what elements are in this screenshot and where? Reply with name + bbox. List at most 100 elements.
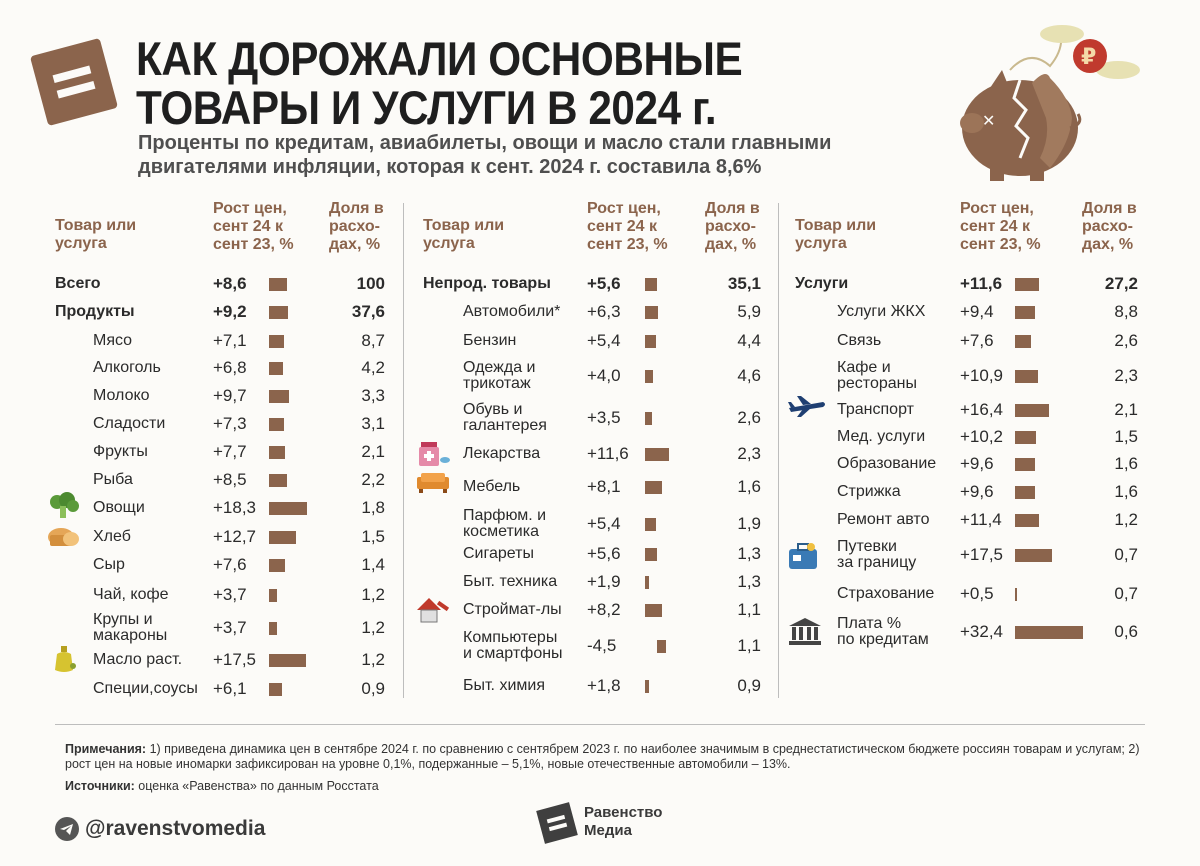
row-label: Фрукты (93, 443, 148, 460)
row-label: Ремонт авто (837, 511, 930, 528)
growth-bar (269, 589, 277, 602)
svg-text:✕: ✕ (982, 111, 995, 130)
table-row: Овощи +18,3 1,8 (50, 492, 395, 522)
table-row: Сыр +7,6 1,4 (55, 551, 395, 579)
growth-bar (269, 502, 308, 515)
table-row: Парфюм. и косметика +5,4 1,9 (423, 507, 771, 540)
growth-value: +5,6 (587, 544, 621, 563)
growth-bar (1015, 549, 1052, 562)
growth-value: +6,1 (213, 679, 247, 698)
growth-value: +0,5 (960, 584, 994, 603)
share-value: 8,7 (361, 331, 385, 350)
row-label: Страхование (837, 585, 935, 602)
growth-bar (269, 559, 285, 572)
table-row: Всего +8,6 100 (55, 270, 395, 298)
growth-value: +9,2 (213, 302, 247, 321)
growth-value: +9,6 (960, 482, 994, 501)
header-growth: Рост цен, сент 24 к сент 23, % (960, 200, 1041, 253)
telegram-handle: @ravenstvomedia (85, 817, 266, 840)
row-label: Строймат-лы (463, 601, 562, 618)
row-label: Алкоголь (93, 359, 161, 376)
share-value: 27,2 (1104, 274, 1138, 293)
table-row: Сигареты +5,6 1,3 (423, 540, 771, 568)
growth-value: +7,1 (213, 331, 247, 350)
table-row: Продукты +9,2 37,6 (55, 298, 395, 326)
share-value: 2,1 (1114, 400, 1138, 419)
growth-bar (1015, 626, 1084, 639)
growth-bar (1015, 431, 1037, 444)
growth-value: +3,7 (213, 618, 247, 637)
row-label: Транспорт (837, 401, 914, 418)
notes-text: 1) приведена динамика цен в сентябре 202… (65, 742, 1140, 771)
growth-value: +9,4 (960, 302, 994, 321)
share-value: 1,9 (737, 514, 761, 533)
row-label: Плата % по кредитам (837, 615, 929, 648)
growth-value: +1,8 (587, 676, 621, 695)
table-row: Стрижка +9,6 1,6 (795, 478, 1148, 506)
table-row: Автомобили* +6,3 5,9 (423, 298, 771, 326)
row-label: Продукты (55, 303, 135, 320)
table-row: Страхование +0,5 0,7 (795, 580, 1148, 608)
growth-bar (645, 576, 649, 589)
header-item: Товар или услуга (795, 217, 877, 252)
growth-bar (269, 306, 289, 319)
share-value: 3,3 (361, 386, 385, 405)
growth-value: +10,2 (960, 427, 1004, 446)
broccoli-icon (47, 492, 83, 520)
growth-value: +9,6 (960, 454, 994, 473)
table-row: Быт. техника +1,9 1,3 (423, 568, 771, 596)
row-label: Автомобили* (463, 303, 561, 320)
row-label: Парфюм. и косметика (463, 507, 547, 540)
table-row: Плата % по кредитам +32,4 0,6 (789, 615, 1148, 648)
row-label: Кафе и рестораны (837, 359, 917, 392)
share-value: 1,6 (1114, 482, 1138, 501)
growth-bar (269, 622, 277, 635)
telegram-link[interactable]: @ravenstvomedia (55, 815, 265, 843)
row-label: Лекарства (463, 445, 541, 462)
share-value: 0,9 (361, 679, 385, 698)
share-value: 1,1 (737, 600, 761, 619)
subtitle-line-1: Проценты по кредитам, авиабилеты, овощи … (138, 132, 832, 154)
table-row: Строймат-лы +8,2 1,1 (417, 596, 771, 624)
table-row: Путевки за границу +17,5 0,7 (789, 539, 1148, 571)
growth-bar (269, 418, 285, 431)
share-value: 1,5 (1114, 427, 1138, 446)
table-row: Транспорт +16,4 2,1 (788, 396, 1148, 424)
table-row: Хлеб +12,7 1,5 (48, 523, 395, 551)
share-value: 2,6 (1114, 331, 1138, 350)
share-value: 4,6 (737, 366, 761, 385)
share-value: 2,2 (361, 470, 385, 489)
table-row: Мебель +8,1 1,6 (417, 473, 771, 501)
share-value: 8,8 (1114, 302, 1138, 321)
growth-bar (645, 370, 654, 383)
share-value: 0,6 (1114, 622, 1138, 641)
title-line-1: КАК ДОРОЖАЛИ ОСНОВНЫЕ (136, 32, 743, 85)
growth-bar (1015, 278, 1040, 291)
header-growth: Рост цен, сент 24 к сент 23, % (213, 200, 294, 253)
notes-label: Примечания: (65, 742, 147, 756)
sofa-icon (415, 471, 451, 499)
row-label: Стрижка (837, 483, 901, 500)
growth-value: +7,6 (213, 555, 247, 574)
table-row: Быт. химия +1,8 0,9 (423, 672, 771, 700)
table-row: Фрукты +7,7 2,1 (55, 438, 395, 466)
row-label: Сыр (93, 556, 125, 573)
row-label: Мясо (93, 332, 133, 349)
header-item: Товар или услуга (423, 217, 505, 252)
table-row: Связь +7,6 2,6 (795, 327, 1148, 355)
row-label: Компьютеры и смартфоны (463, 629, 563, 662)
table-row: Услуги +11,6 27,2 (795, 270, 1148, 298)
column-header: Товар или услуга Рост цен, сент 24 к сент 23… (423, 200, 771, 260)
growth-value: +11,4 (960, 510, 1002, 529)
growth-bar (269, 474, 287, 487)
column-divider (403, 203, 404, 698)
growth-value: +7,6 (960, 331, 994, 350)
growth-value: +9,7 (213, 386, 247, 405)
share-value: 37,6 (351, 302, 385, 321)
row-label: Обувь и галантерея (463, 401, 547, 434)
growth-value: +4,0 (587, 366, 621, 385)
house-tools-icon (415, 594, 451, 623)
table-row: Ремонт авто +11,4 1,2 (795, 506, 1148, 534)
airplane-icon (787, 394, 825, 422)
growth-bar (645, 448, 670, 461)
